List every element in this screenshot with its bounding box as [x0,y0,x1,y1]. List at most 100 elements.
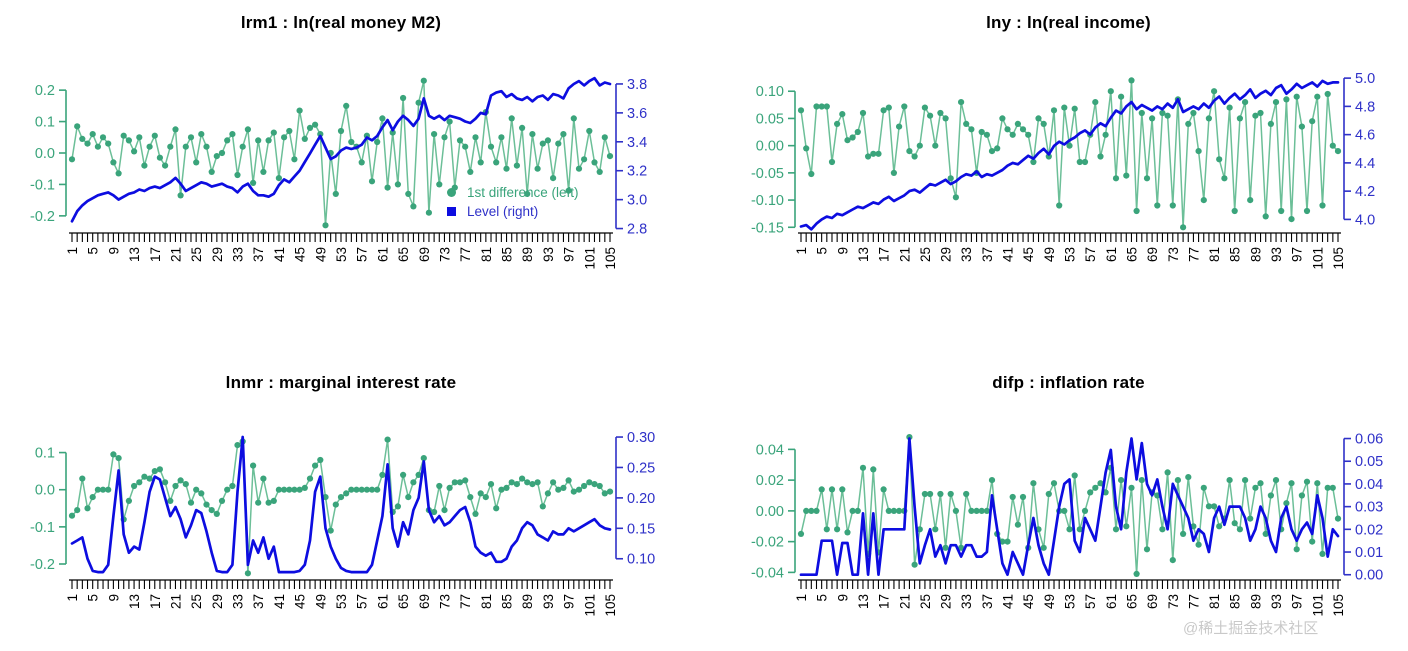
legend-item-level: Level (right) [447,202,579,221]
x-axis-tick-label: 1 [794,594,809,602]
right-axis-tick-label: 0.25 [627,460,655,476]
x-axis-tick-label: 49 [313,247,328,262]
x-axis-tick-label: 53 [334,247,349,262]
x-axis-tick-label: 13 [856,247,871,262]
left-axis-tick-label: 0.04 [756,442,784,458]
right-axis-tick-label: 0.30 [627,430,655,446]
left-axis-tick-label: 0.1 [35,446,55,462]
right-axis: 0.30 0.25 0.20 0.15 0.10 [615,430,655,568]
right-axis: 0.06 0.05 0.04 0.03 0.02 0.01 0.00 [1343,432,1383,584]
diff-series [68,77,614,229]
x-axis-tick-label: 89 [1248,247,1263,262]
x-axis-tick-label: 29 [210,594,225,609]
chart-difp-canvas: 0.040.020.00-0.02-0.040.060.050.040.030.… [751,432,1383,617]
x-axis-tick-label: 37 [251,247,266,262]
x-axis-tick-label: 101 [1310,594,1325,617]
x-axis-tick-label: 29 [939,247,954,262]
left-axis-tick-label: 0.10 [756,84,784,100]
x-axis-tick-label: 101 [582,247,597,270]
left-axis-tick-label: -0.02 [751,535,784,551]
x-axis-tick-label: 73 [1166,594,1181,609]
x-axis-tick-label: 97 [562,594,577,609]
x-axis-tick-label: 41 [1001,247,1016,262]
x-axis: 1 5 9 13 17 21 25 29 33 37 41 45 49 53 57 61 65 69 73 77 81 8… [794,232,1346,270]
x-axis-tick-label: 73 [437,247,452,262]
left-axis-tick-label: 0.0 [35,146,55,162]
right-axis-tick-label: 0.01 [1355,545,1383,561]
chart-lnmr-canvas: 0.10.0-0.1-0.20.300.250.200.150.101 5 9 13 1… [30,430,655,616]
level-series [799,437,1340,577]
x-axis-tick-label: 93 [1269,594,1284,609]
right-axis-tick-label: 3.6 [627,106,647,122]
x-axis-tick-label: 37 [980,594,995,609]
x-axis: 1 5 9 13 17 21 25 29 33 37 41 45 49 53 57 61 65 69 73 77 81 8… [794,579,1346,617]
x-axis-tick-label: 53 [1063,247,1078,262]
diff-series-marker-icon [447,188,456,197]
x-axis-tick-label: 65 [1124,594,1139,609]
x-axis-tick-label: 33 [959,247,974,262]
x-axis-tick-label: 33 [231,247,246,262]
x-axis-tick-label: 61 [1104,247,1119,262]
left-axis-tick-label: 0.02 [756,473,784,489]
x-axis-tick-label: 85 [500,247,515,262]
left-axis-tick-label: -0.2 [30,209,55,225]
left-axis-tick-label: 0.00 [756,504,784,520]
x-axis: 1 5 9 13 17 21 25 29 33 37 41 45 49 53 57 61 65 69 73 77 81 8… [65,232,618,270]
x-axis-tick-label: 37 [251,594,266,609]
right-axis-tick-label: 0.03 [1355,500,1383,516]
right-axis-tick-label: 0.15 [627,521,655,537]
right-axis: 5.0 4.8 4.6 4.4 4.2 4.0 [1343,71,1375,228]
legend-diff-label: 1st difference (left) [467,185,579,200]
x-axis-tick-label: 73 [437,594,452,609]
level-series-marker-icon [447,207,456,216]
x-axis-tick-label: 37 [980,247,995,262]
x-axis-tick-label: 61 [375,594,390,609]
left-axis-tick-label: 0.05 [756,111,784,127]
x-axis-tick-label: 85 [1228,247,1243,262]
x-axis-tick-label: 53 [334,594,349,609]
x-axis-tick-label: 69 [417,594,432,609]
x-axis-tick-label: 93 [541,247,556,262]
left-axis-tick-label: -0.10 [751,193,784,209]
diff-series [797,77,1342,231]
x-axis-tick-label: 77 [1186,594,1201,609]
x-axis-tick-label: 57 [355,247,370,262]
chart-lny: 0.10 0.05 0.00 -0.05 -0.10 -0.15 5.0 4.8 4.6 4.4 4… [704,0,1408,330]
x-axis-tick-label: 41 [272,594,287,609]
right-axis-tick-label: 4.4 [1355,156,1375,172]
x-axis-tick-label: 1 [65,247,80,255]
right-axis-tick-label: 3.0 [627,193,647,209]
x-axis-tick-label: 17 [877,594,892,609]
x-axis-tick-label: 25 [918,247,933,262]
right-axis-tick-label: 0.20 [627,491,655,507]
x-axis-tick-label: 9 [835,247,850,255]
x-axis-tick-label: 1 [794,247,809,255]
chart-lrm1: 0.2 0.1 0.0 -0.1 -0.2 3.8 3.6 3.4 3.2 3.0 2.8 1 5 9 13… [0,0,704,330]
x-axis-tick-label: 105 [1331,247,1346,270]
x-axis-tick-label: 77 [458,247,473,262]
x-axis-tick-label: 57 [1083,594,1098,609]
chart-lnmr: 0.1 0.0 -0.1 -0.2 0.30 0.25 0.20 0.15 0.10 1 5 9 13 1… [0,330,704,651]
level-series [70,435,612,574]
x-axis-tick-label: 21 [897,594,912,609]
x-axis-tick-label: 57 [355,594,370,609]
x-axis-tick-label: 13 [127,594,142,609]
x-axis-tick-label: 45 [293,594,308,609]
x-axis-tick-label: 49 [1042,247,1057,262]
right-axis-tick-label: 3.4 [627,135,647,151]
right-axis-tick-label: 5.0 [1355,71,1375,87]
x-axis-tick-label: 61 [375,247,390,262]
x-axis-tick-label: 69 [417,247,432,262]
x-axis-tick-label: 97 [562,247,577,262]
x-axis-tick-label: 33 [959,594,974,609]
right-axis-tick-label: 4.0 [1355,212,1375,228]
right-axis-tick-label: 0.04 [1355,477,1383,493]
chart-lrm1-title: lrm1 : ln(real money M2) [240,13,442,32]
x-axis-tick-label: 17 [148,594,163,609]
left-axis-tick-label: 0.1 [35,115,55,131]
x-axis-tick-label: 89 [1248,594,1263,609]
left-axis: 0.04 0.02 0.00 -0.02 -0.04 [751,442,796,581]
chart-difp-title: difp : inflation rate [992,373,1145,392]
x-axis-tick-label: 69 [1145,247,1160,262]
